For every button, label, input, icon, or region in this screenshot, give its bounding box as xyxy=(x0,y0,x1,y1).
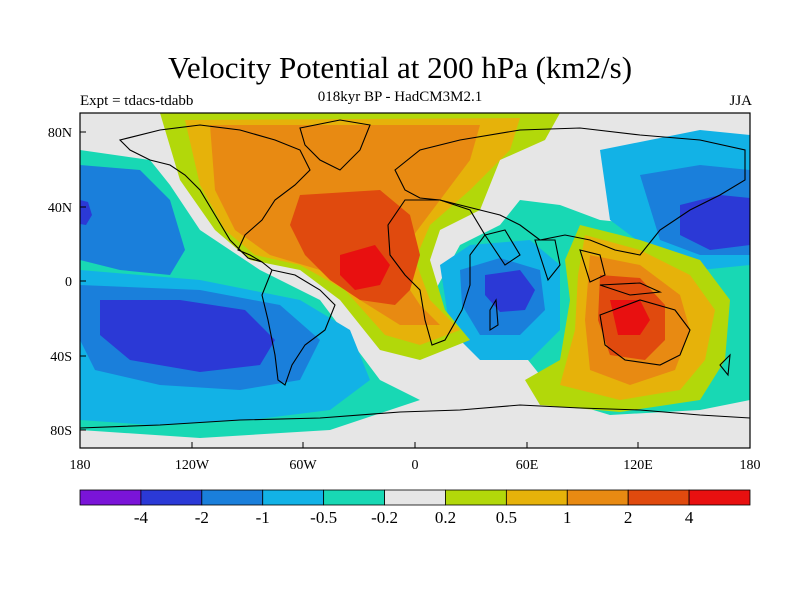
coastlines xyxy=(80,119,750,429)
colorbar-swatch xyxy=(566,489,629,506)
colorbar-swatch xyxy=(445,489,507,506)
lat-tick-label: 40N xyxy=(48,201,72,216)
colorbar-swatch xyxy=(79,489,142,506)
lat-tick-label: 80S xyxy=(50,424,72,439)
colorbar-label: -1 xyxy=(256,508,270,527)
experiment-label: Expt = tdacs-tdabb xyxy=(80,93,194,109)
colorbar-swatch xyxy=(505,489,568,506)
colorbar-swatch xyxy=(201,489,264,506)
colorbar-swatch xyxy=(140,489,203,506)
colorbar-label: 0.5 xyxy=(496,508,517,527)
colorbar-label: 0.2 xyxy=(435,508,456,527)
colorbar-label: 1 xyxy=(563,508,572,527)
lon-tick-label: 60W xyxy=(289,458,317,473)
colorbar-swatch xyxy=(323,489,385,506)
colorbar-label: -4 xyxy=(134,508,149,527)
contour-fields xyxy=(80,113,750,448)
colorbar-label: -0.2 xyxy=(371,508,398,527)
colorbar-label: 4 xyxy=(685,508,694,527)
colorbar-swatch xyxy=(688,489,751,506)
lon-tick-label: 180 xyxy=(740,458,761,473)
colorbar-label: -0.5 xyxy=(310,508,337,527)
colorbar-swatch xyxy=(384,489,446,506)
lon-tick-label: 180 xyxy=(70,458,91,473)
tick-marks xyxy=(79,131,751,448)
map-title: Velocity Potential at 200 hPa (km2/s) xyxy=(167,50,633,85)
season-label: JJA xyxy=(729,93,752,109)
colorbar-swatch xyxy=(627,489,690,506)
lat-tick-label: 0 xyxy=(65,275,72,290)
lat-tick-label: 40S xyxy=(50,350,72,365)
colorbar: -4 -2 -1 -0.5 -0.2 0.2 0.5 1 2 4 xyxy=(79,489,751,527)
lon-tick-label: 120E xyxy=(623,458,653,473)
colorbar-swatch xyxy=(262,489,325,506)
colorbar-label: -2 xyxy=(195,508,209,527)
lat-tick-label: 80N xyxy=(48,126,72,141)
map-subtitle: 018kyr BP - HadCM3M2.1 xyxy=(317,89,483,105)
lon-tick-label: 120W xyxy=(175,458,210,473)
lon-tick-label: 60E xyxy=(516,458,539,473)
lon-tick-label: 0 xyxy=(412,458,419,473)
colorbar-label: 2 xyxy=(624,508,633,527)
